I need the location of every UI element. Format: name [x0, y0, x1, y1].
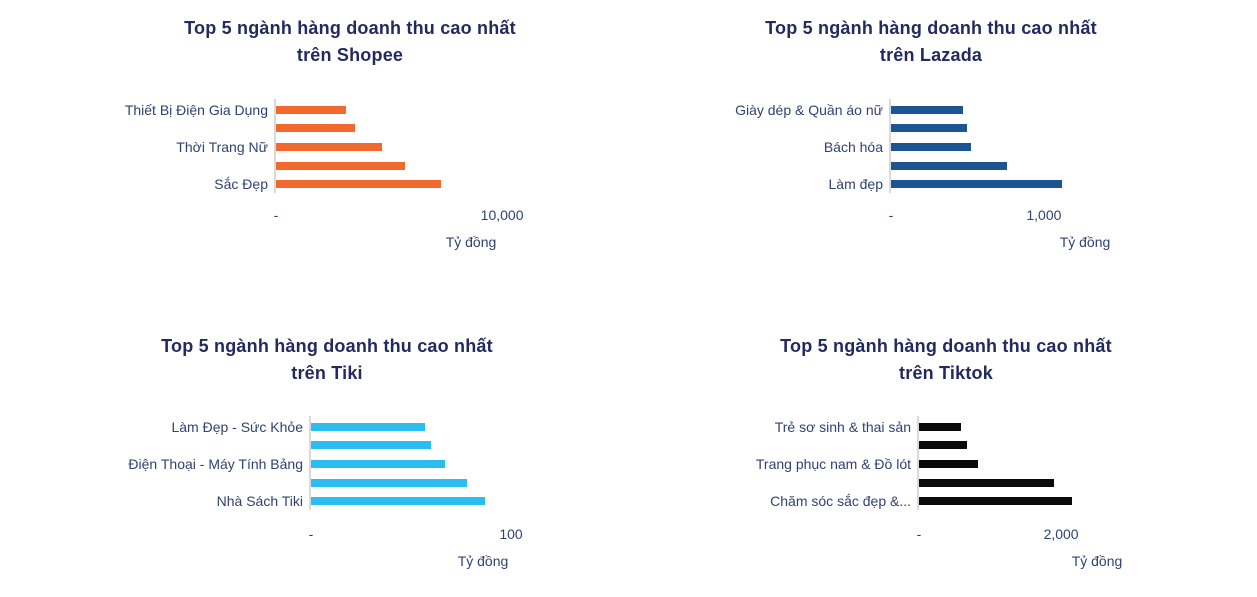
bar-5 — [891, 180, 1062, 189]
bar-2 — [311, 441, 431, 450]
bar-5 — [276, 180, 441, 189]
category-label: Làm đẹp — [828, 176, 883, 193]
x-tick-label: - — [888, 207, 894, 223]
axis-unit-label: Tỷ đồng — [1071, 553, 1123, 569]
x-tick-label: 10,000 — [480, 207, 524, 223]
x-tick-label: 2,000 — [1043, 526, 1079, 542]
bar-2 — [891, 124, 967, 133]
chart-title-lazada: Top 5 ngành hàng doanh thu cao nhất trên … — [765, 18, 1097, 65]
bar-1 — [919, 422, 961, 431]
category-label: Thiết Bị Điện Gia Dụng — [124, 101, 268, 118]
x-tick-label: - — [308, 526, 314, 542]
chart-title-tiki: Top 5 ngành hàng doanh thu cao nhất trên … — [161, 336, 493, 383]
category-label: Điện Thoại - Máy Tính Bảng — [128, 455, 303, 472]
y-axis-line — [274, 99, 276, 193]
category-label: Làm Đẹp - Sức Khỏe — [171, 418, 303, 435]
bar-5 — [311, 497, 485, 506]
chart-title-shopee: Top 5 ngành hàng doanh thu cao nhất trên … — [184, 18, 516, 65]
bar-4 — [919, 478, 1054, 487]
bar-5 — [919, 497, 1072, 506]
x-tick-label: - — [273, 207, 279, 223]
bar-1 — [276, 105, 346, 114]
bar-4 — [276, 161, 405, 170]
bar-3 — [919, 459, 978, 468]
bar-3 — [276, 142, 382, 151]
y-axis-line — [309, 416, 311, 510]
category-label: Bách hóa — [823, 138, 883, 155]
y-axis-line — [889, 99, 891, 193]
bar-1 — [311, 422, 425, 431]
category-label: Nhà Sách Tiki — [216, 493, 303, 510]
bar-4 — [311, 478, 467, 487]
bar-4 — [891, 161, 1007, 170]
chart-title-tiktok: Top 5 ngành hàng doanh thu cao nhất trên … — [780, 336, 1112, 383]
x-tick-label: 100 — [499, 526, 523, 542]
bar-2 — [919, 441, 967, 450]
category-label: Chăm sóc sắc đẹp &... — [770, 493, 911, 510]
bar-2 — [276, 124, 355, 133]
x-tick-label: 1,000 — [1026, 207, 1062, 223]
axis-unit-label: Tỷ đồng — [445, 234, 497, 250]
category-label: Sắc Đẹp — [214, 176, 268, 193]
bar-3 — [891, 142, 971, 151]
category-label: Trẻ sơ sinh & thai sản — [774, 418, 911, 435]
bar-1 — [891, 105, 963, 114]
category-label: Giày dép & Quần áo nữ — [735, 101, 883, 118]
bar-3 — [311, 459, 445, 468]
y-axis-line — [917, 416, 919, 510]
axis-unit-label: Tỷ đồng — [1059, 234, 1111, 250]
axis-unit-label: Tỷ đồng — [457, 553, 509, 569]
x-tick-label: - — [916, 526, 922, 542]
category-label: Trang phục nam & Đồ lót — [755, 455, 911, 472]
category-label: Thời Trang Nữ — [176, 138, 268, 155]
